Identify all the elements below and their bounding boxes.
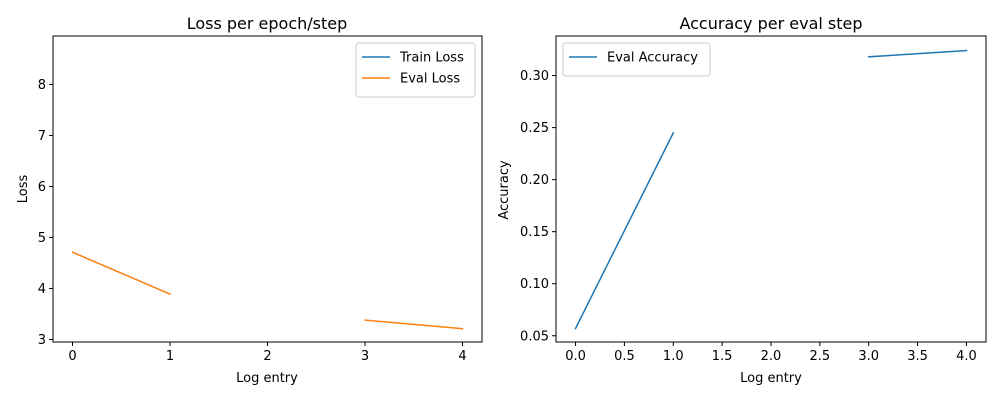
loss-chart: Loss per epoch/step Log entry Loss 0 1 2 3 4… (16, 14, 483, 386)
loss-chart-legend-label-1: Eval Loss (400, 72, 460, 87)
loss-chart-ytick-label: 7 (38, 129, 46, 144)
accuracy-chart-ylabel: Accuracy (497, 160, 512, 220)
loss-chart-ytick-label: 6 (38, 180, 46, 195)
loss-chart-xtick-label: 3 (361, 349, 369, 364)
accuracy-chart-xtick-label: 1.0 (663, 349, 684, 364)
loss-chart-xlabel: Log entry (236, 371, 298, 386)
accuracy-chart-xtick-label: 2.0 (761, 349, 782, 364)
accuracy-chart-xtick-label: 2.5 (810, 349, 831, 364)
accuracy-chart: Accuracy per eval step Log entry Accurac… (497, 14, 987, 386)
accuracy-chart-xtick-label: 3.5 (907, 349, 928, 364)
loss-chart-xtick-label: 1 (166, 349, 174, 364)
accuracy-chart-xtick-label: 1.5 (712, 349, 733, 364)
loss-chart-ytick-label: 3 (38, 333, 46, 348)
accuracy-chart-ytick-label: 0.10 (520, 277, 549, 292)
loss-chart-ytick-label: 5 (38, 231, 46, 246)
accuracy-chart-ytick-label: 0.05 (520, 329, 549, 344)
loss-chart-series-1-line-0 (71, 251, 171, 296)
accuracy-chart-xlabel: Log entry (740, 371, 802, 386)
loss-chart-xtick-label: 2 (263, 349, 271, 364)
accuracy-chart-series-0-line-1 (867, 49, 968, 58)
accuracy-chart-xtick-label: 3.0 (858, 349, 879, 364)
loss-chart-ylabel: Loss (16, 175, 31, 204)
accuracy-chart-xtick-label: 4.0 (956, 349, 977, 364)
loss-chart-xtick-label: 0 (68, 349, 76, 364)
accuracy-chart-legend: Eval Accuracy (562, 42, 711, 77)
accuracy-chart-legend-label-0: Eval Accuracy (607, 51, 698, 66)
accuracy-chart-series-0-line-0 (574, 131, 675, 330)
accuracy-chart-legend-box (562, 42, 711, 77)
loss-chart-ytick-label: 8 (38, 78, 46, 93)
accuracy-chart-xtick-label: 0.5 (614, 349, 635, 364)
loss-chart-legend-label-0: Train Loss (399, 51, 464, 66)
loss-chart-title: Loss per epoch/step (187, 14, 348, 33)
loss-chart-ytick-label: 4 (38, 282, 46, 297)
accuracy-chart-ytick-label: 0.30 (520, 69, 549, 84)
accuracy-chart-ytick-label: 0.20 (520, 173, 549, 188)
accuracy-chart-ytick-label: 0.15 (520, 225, 549, 240)
accuracy-chart-ytick-label: 0.25 (520, 121, 549, 136)
loss-chart-series-1-line-1 (364, 319, 464, 330)
accuracy-chart-title: Accuracy per eval step (679, 14, 862, 33)
loss-chart-xtick-label: 4 (458, 349, 466, 364)
loss-chart-legend: Train Loss Eval Loss (355, 42, 476, 98)
accuracy-chart-xtick-label: 0.0 (565, 349, 586, 364)
